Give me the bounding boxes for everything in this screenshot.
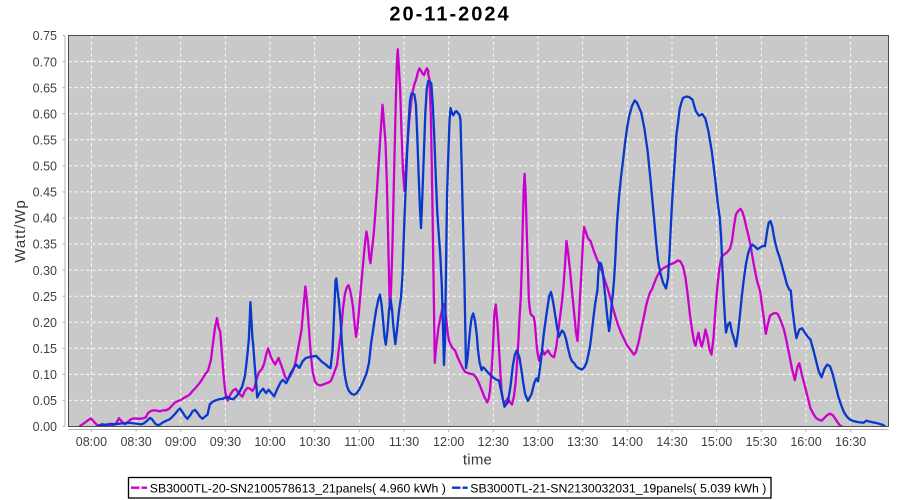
svg-text:20-11-2024: 20-11-2024 [389, 4, 510, 26]
svg-text:16:30: 16:30 [835, 435, 866, 449]
svg-text:10:00: 10:00 [254, 435, 285, 449]
svg-text:08:30: 08:30 [120, 435, 151, 449]
svg-text:Watt/Wp: Watt/Wp [12, 199, 29, 262]
svg-text:12:00: 12:00 [433, 435, 464, 449]
svg-text:13:30: 13:30 [567, 435, 598, 449]
svg-text:16:00: 16:00 [790, 435, 821, 449]
svg-text:0.10: 0.10 [33, 368, 57, 382]
svg-text:15:30: 15:30 [746, 435, 777, 449]
svg-text:0.30: 0.30 [33, 264, 57, 278]
svg-text:10:30: 10:30 [299, 435, 330, 449]
svg-text:0.40: 0.40 [33, 212, 57, 226]
svg-text:14:00: 14:00 [612, 435, 643, 449]
svg-text:0.45: 0.45 [33, 186, 57, 200]
svg-text:0.00: 0.00 [33, 420, 57, 434]
svg-text:0.70: 0.70 [33, 55, 57, 69]
svg-text:09:00: 09:00 [165, 435, 196, 449]
svg-text:0.15: 0.15 [33, 342, 57, 356]
svg-text:0.60: 0.60 [33, 107, 57, 121]
svg-text:11:00: 11:00 [344, 435, 374, 449]
svg-text:0.20: 0.20 [33, 316, 57, 330]
svg-text:11:30: 11:30 [389, 435, 419, 449]
svg-text:14:30: 14:30 [656, 435, 687, 449]
svg-text:13:00: 13:00 [522, 435, 553, 449]
svg-text:SB3000TL-21-SN2130032031_19pan: SB3000TL-21-SN2130032031_19panels( 5.039… [470, 482, 766, 496]
svg-text:SB3000TL-20-SN2100578613_21pan: SB3000TL-20-SN2100578613_21panels( 4.960… [150, 482, 446, 496]
svg-text:09:30: 09:30 [210, 435, 241, 449]
svg-text:0.65: 0.65 [33, 81, 57, 95]
svg-text:0.25: 0.25 [33, 290, 57, 304]
svg-text:0.55: 0.55 [33, 134, 57, 148]
svg-text:0.35: 0.35 [33, 238, 57, 252]
svg-text:08:00: 08:00 [76, 435, 107, 449]
svg-text:15:00: 15:00 [701, 435, 732, 449]
svg-text:0.50: 0.50 [33, 160, 57, 174]
svg-text:time: time [463, 452, 492, 469]
svg-text:0.75: 0.75 [33, 29, 57, 43]
svg-text:0.05: 0.05 [33, 394, 57, 408]
svg-text:12:30: 12:30 [478, 435, 509, 449]
